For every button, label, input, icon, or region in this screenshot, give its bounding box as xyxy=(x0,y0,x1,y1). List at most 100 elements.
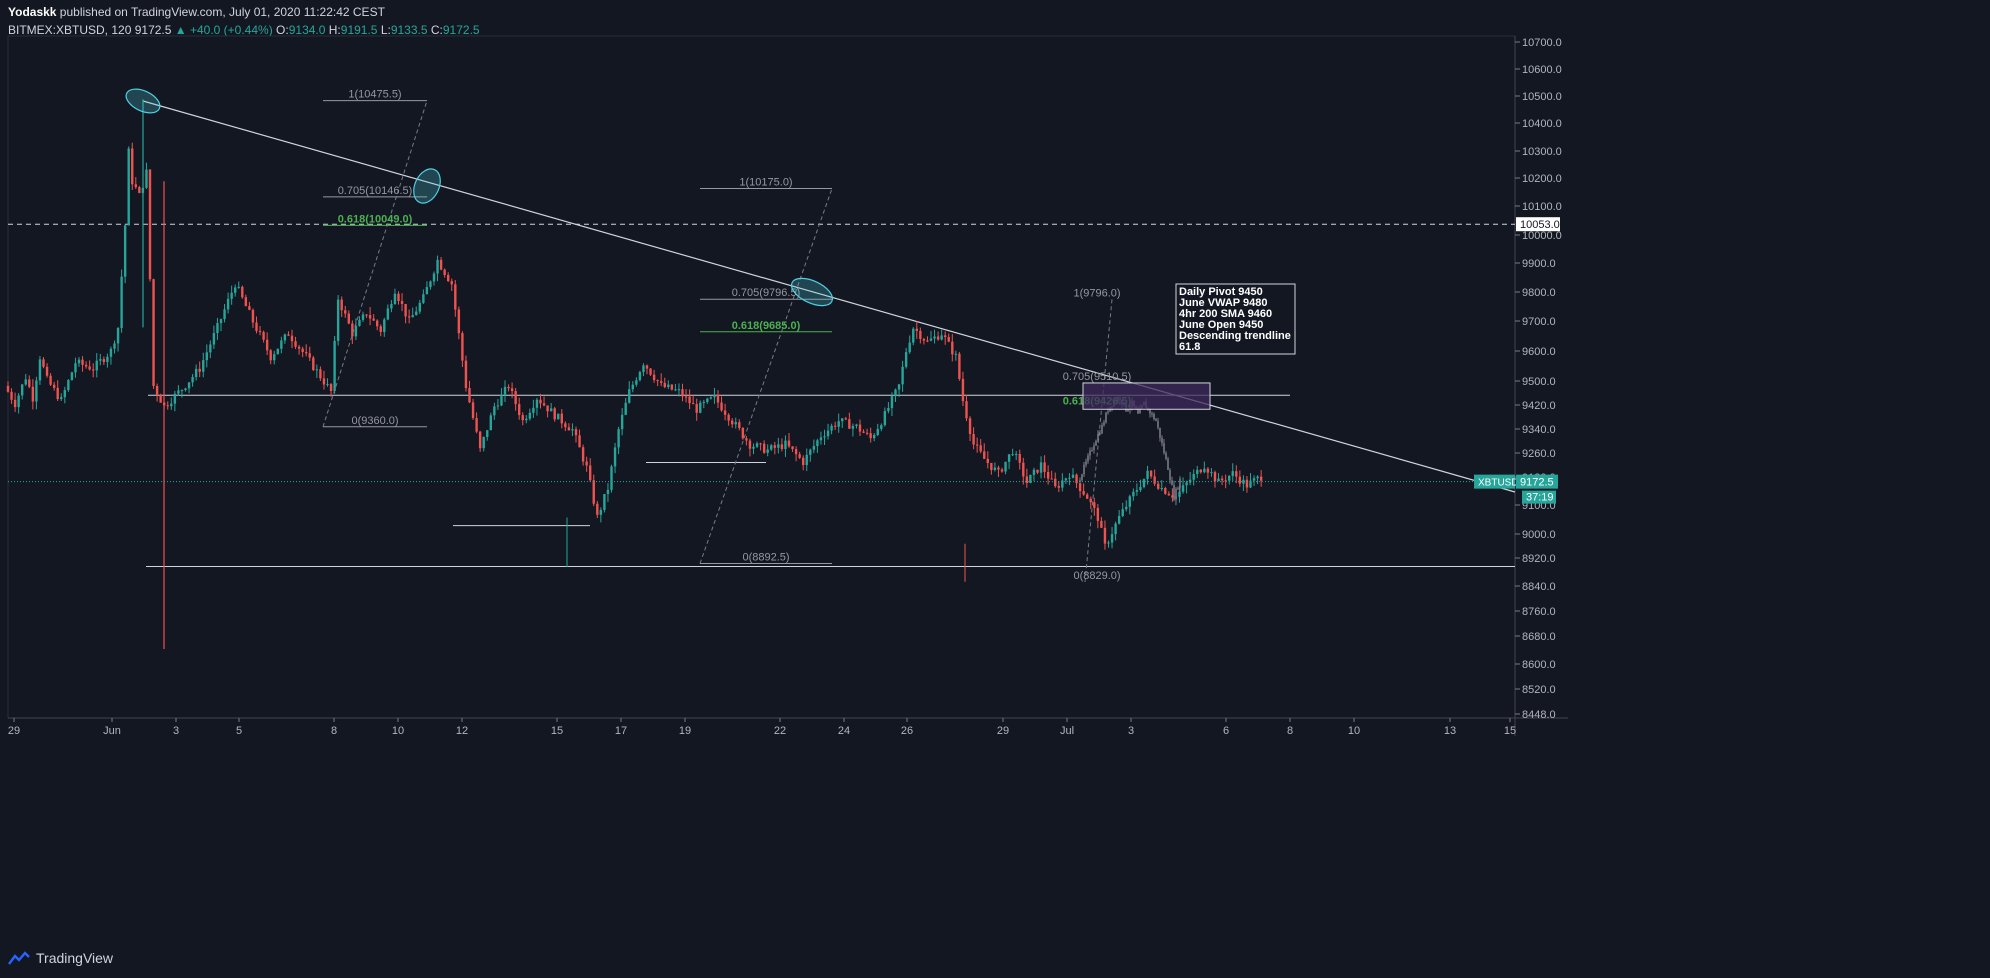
candle-body xyxy=(1107,542,1110,544)
candle-body xyxy=(731,420,734,425)
candle-body xyxy=(1100,520,1103,528)
projection-body xyxy=(1159,427,1161,438)
candle-body xyxy=(620,414,624,430)
fib-level-label: 0.705(10146.5) xyxy=(338,185,413,197)
chart-header: Yodaskk published on TradingView.com, Ju… xyxy=(8,4,480,38)
candle-body xyxy=(6,385,10,392)
candle-body xyxy=(379,326,382,333)
candle-body xyxy=(1259,476,1263,481)
candle-body xyxy=(549,408,553,412)
candle-body xyxy=(404,303,407,317)
candle-body xyxy=(794,449,798,455)
low-value: 9133.5 xyxy=(390,23,428,37)
candle-body xyxy=(951,341,954,355)
candle-body xyxy=(606,489,610,495)
candle-body xyxy=(1000,469,1004,472)
candle-body xyxy=(383,319,386,333)
candle-body xyxy=(1061,480,1064,488)
candle-body xyxy=(926,340,929,342)
candle-body xyxy=(642,365,645,373)
projection-body xyxy=(1161,437,1163,444)
projection-body xyxy=(1165,452,1167,459)
candle-body xyxy=(450,281,453,285)
x-tick-label: 15 xyxy=(1504,725,1516,737)
candle-body xyxy=(67,380,70,391)
note-line: 4hr 200 SMA 9460 xyxy=(1179,308,1272,320)
high-value: 9191.5 xyxy=(340,23,378,37)
candle-body xyxy=(461,333,464,361)
candle-body xyxy=(983,451,986,459)
candle-body xyxy=(209,344,212,353)
projection-body xyxy=(1097,433,1099,441)
candle-body xyxy=(273,354,276,361)
candle-body xyxy=(574,429,578,436)
y-tick-label: 10000.0 xyxy=(1522,230,1562,242)
candle-body xyxy=(1213,472,1217,482)
y-tick-label: 8840.0 xyxy=(1522,581,1556,593)
candle-body xyxy=(904,352,908,367)
candle-body xyxy=(170,403,173,407)
projection-body xyxy=(1175,488,1177,500)
low-label: L: xyxy=(380,23,391,37)
candle-body xyxy=(585,461,588,466)
candle-body xyxy=(315,369,319,371)
candle-body xyxy=(1224,480,1227,482)
candle-body xyxy=(131,148,134,185)
candle-body xyxy=(819,437,823,441)
candle-body xyxy=(202,360,205,372)
candle-body xyxy=(166,405,169,407)
candle-body xyxy=(269,350,272,361)
candle-body xyxy=(887,408,890,412)
fib-level-label: 0.705(9796.5) xyxy=(732,287,801,299)
candle-body xyxy=(826,430,830,437)
candle-body xyxy=(340,299,343,311)
x-tick-label: 3 xyxy=(1128,725,1134,737)
candle-body xyxy=(230,292,233,299)
projection-body xyxy=(1107,411,1109,413)
y-tick-label: 9600.0 xyxy=(1522,346,1556,358)
candle-body xyxy=(372,318,375,321)
candle-body xyxy=(1125,506,1128,510)
x-tick-label: 24 xyxy=(838,725,850,737)
candle-body xyxy=(713,394,716,398)
author-name[interactable]: Yodaskk xyxy=(8,5,57,19)
candle-body xyxy=(38,359,42,381)
candle-body xyxy=(894,389,897,397)
candle-body xyxy=(514,391,517,405)
candle-body xyxy=(798,454,801,458)
candle-body xyxy=(52,384,56,388)
candle-body xyxy=(1153,476,1156,484)
last-price-label: 9172.5 xyxy=(1520,477,1554,489)
candle-body xyxy=(901,366,904,385)
candle-body xyxy=(738,422,741,429)
candle-body xyxy=(1164,487,1167,494)
candle-body xyxy=(1054,478,1057,487)
candle-body xyxy=(365,314,368,316)
x-tick-label: 29 xyxy=(997,725,1009,737)
candle-body xyxy=(773,445,776,448)
candle-body xyxy=(986,458,989,463)
candle-body xyxy=(393,293,397,305)
candle-body xyxy=(1082,491,1085,495)
touch-point-ellipse xyxy=(790,277,834,307)
candle-body xyxy=(276,348,279,355)
candle-body xyxy=(102,359,106,362)
candle-body xyxy=(56,387,59,400)
projection-body xyxy=(1081,474,1083,481)
symbol-tag: XBTUSD xyxy=(1478,478,1519,489)
candle-body xyxy=(1096,507,1100,521)
candle-body xyxy=(74,363,77,373)
footer-brand[interactable]: TradingView xyxy=(36,950,114,966)
candle-body xyxy=(187,382,191,389)
candle-body xyxy=(688,396,691,404)
candle-body xyxy=(138,187,141,193)
candle-body xyxy=(681,389,684,397)
candle-body xyxy=(539,399,542,404)
candle-body xyxy=(919,330,922,340)
candle-body xyxy=(628,389,631,403)
publisher-line: Yodaskk published on TradingView.com, Ju… xyxy=(8,4,480,20)
candle-body xyxy=(42,359,45,367)
candle-body xyxy=(113,343,116,349)
projection-body xyxy=(1171,480,1173,486)
